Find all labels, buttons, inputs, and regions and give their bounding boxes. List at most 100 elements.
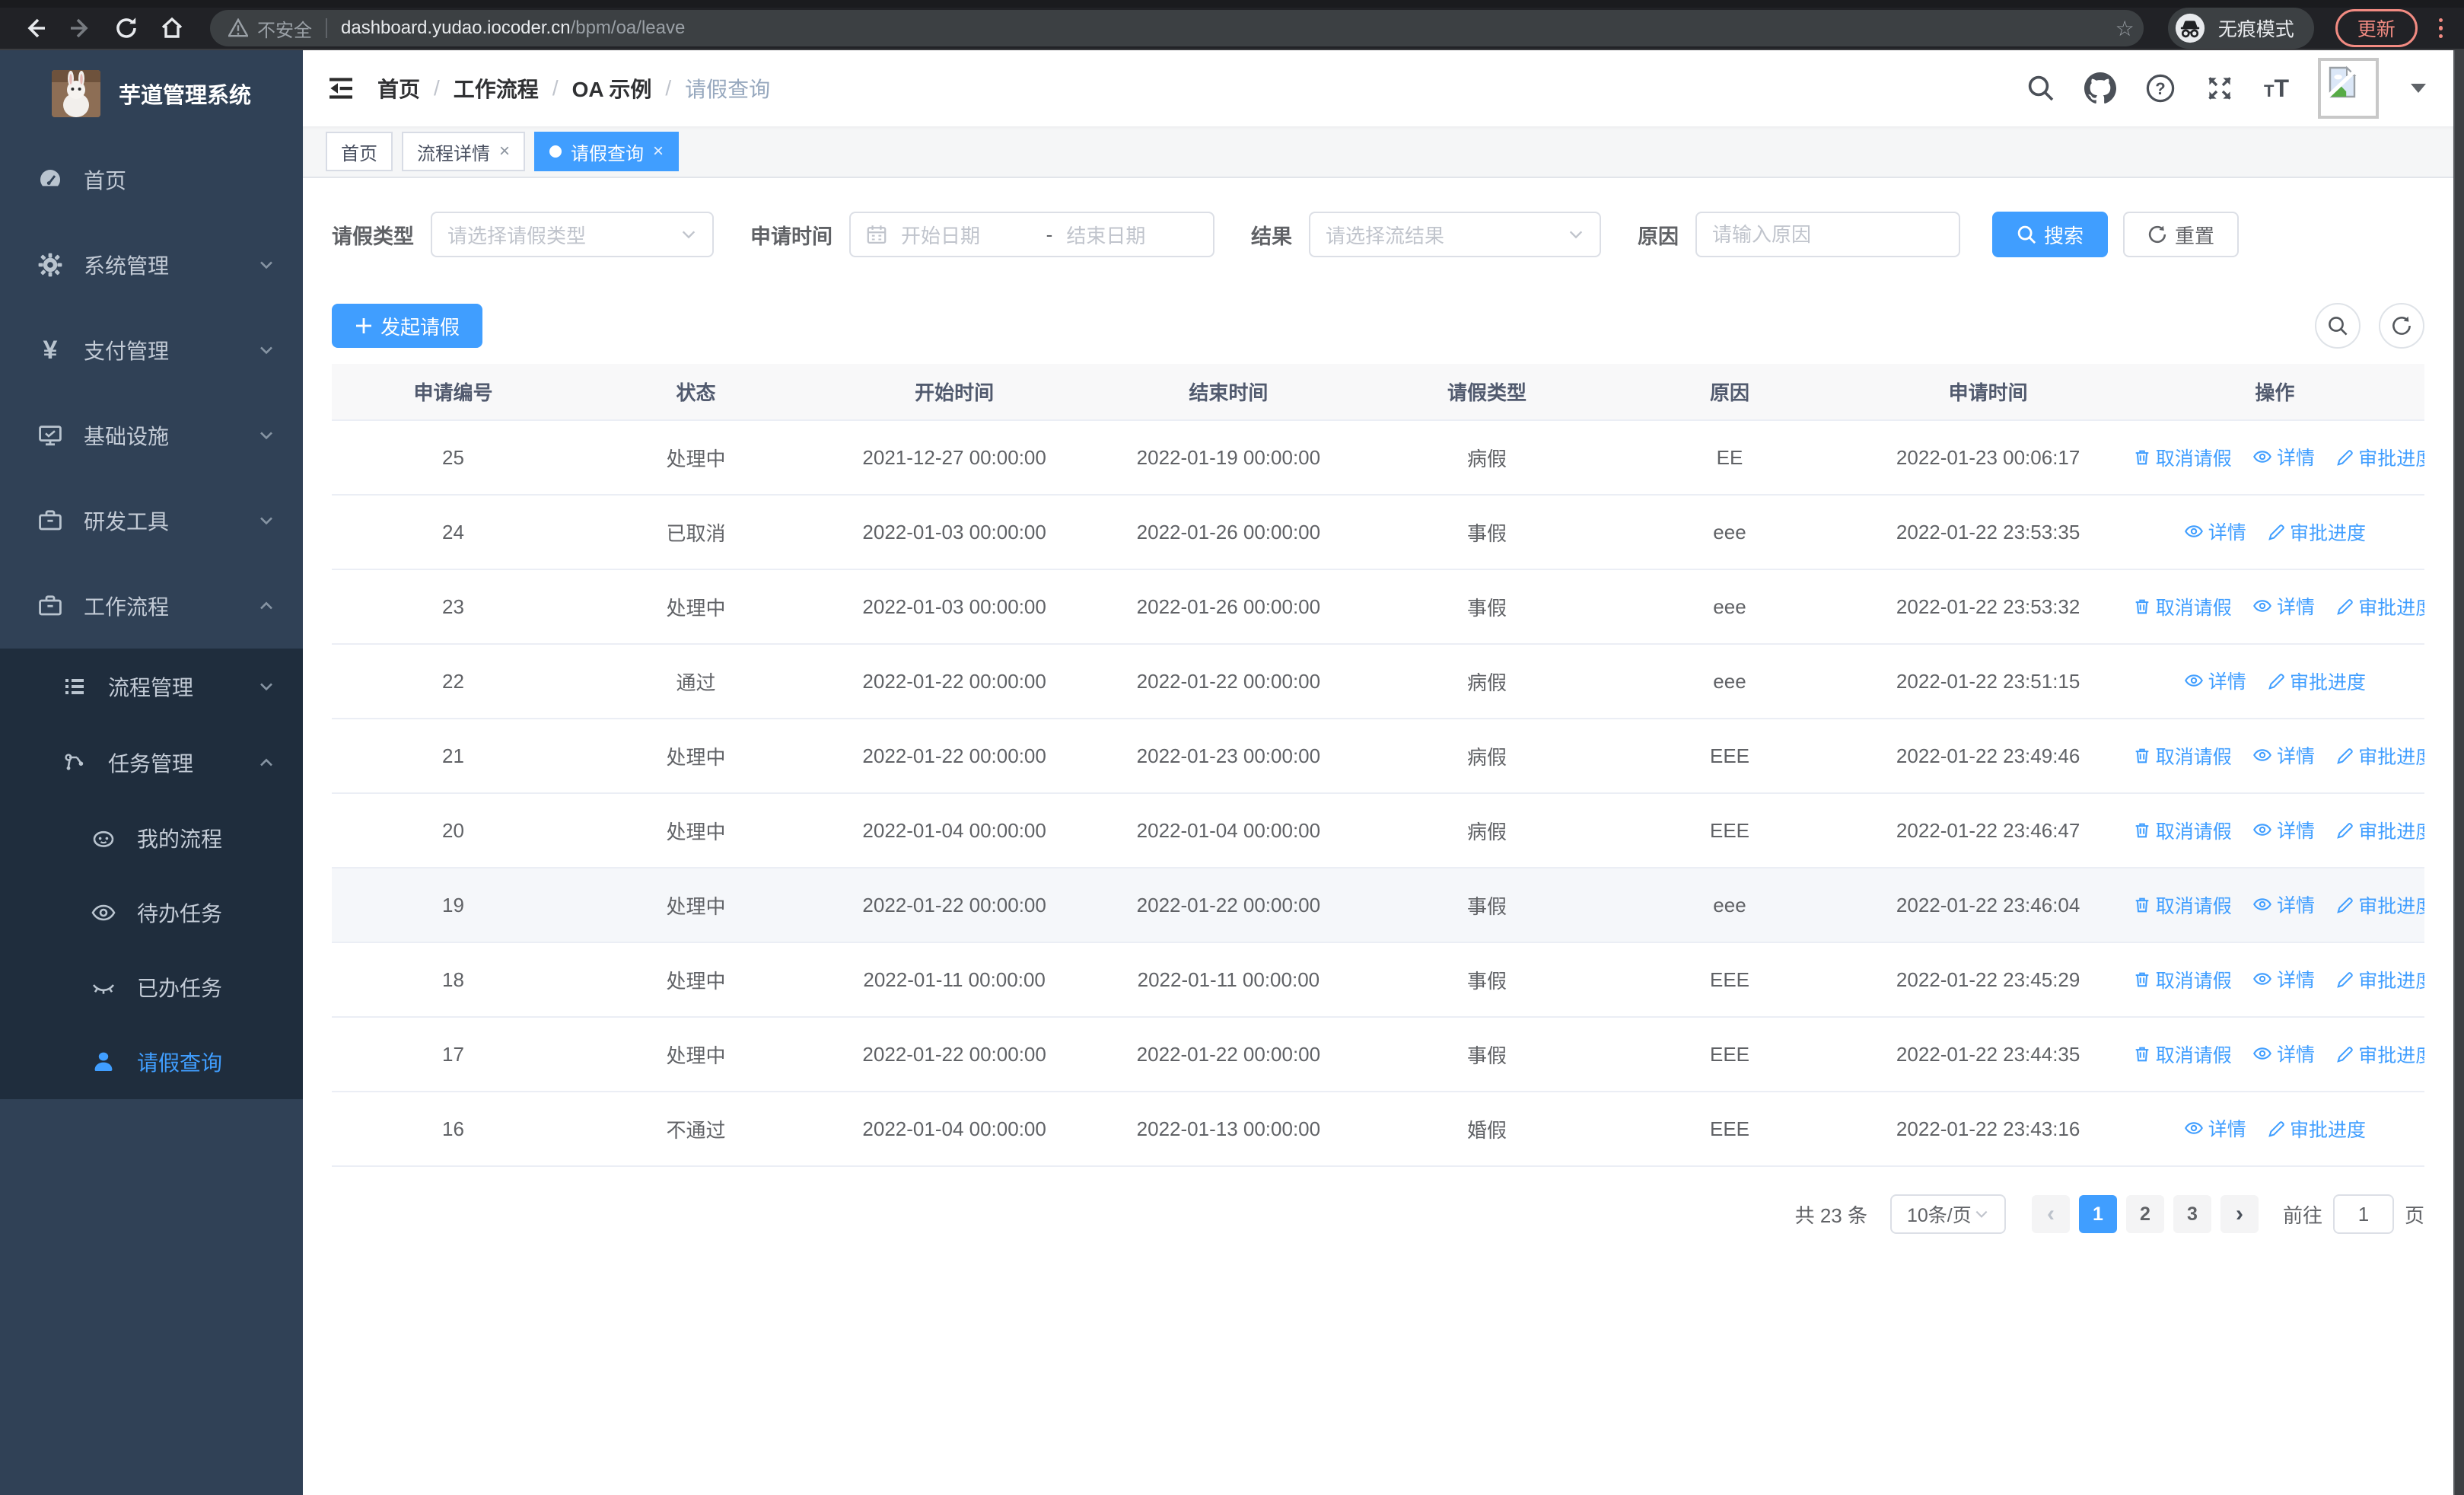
search-button[interactable]: 搜索 — [1992, 212, 2109, 257]
fullscreen-icon[interactable] — [2205, 73, 2235, 104]
sidebar-item-done-tasks[interactable]: 已办任务 — [0, 950, 303, 1025]
cancel-leave-link[interactable]: 取消请假 — [2133, 444, 2232, 471]
sidebar-item-my-process[interactable]: 我的流程 — [0, 801, 303, 875]
sidebar-item-process-mgmt[interactable]: 流程管理 — [0, 649, 303, 725]
detail-link[interactable]: 详情 — [2184, 518, 2246, 545]
address-bar[interactable]: 不安全 dashboard.yudao.iocoder.cn/bpm/oa/le… — [210, 10, 2144, 46]
table-row: 23 处理中 2022-01-03 00:00:00 2022-01-26 00:00… — [332, 569, 2424, 645]
sidebar-item-system[interactable]: 系统管理 — [0, 222, 303, 308]
search-toggle-button[interactable] — [2315, 303, 2361, 349]
reset-button[interactable]: 重置 — [2123, 212, 2240, 257]
cancel-leave-link[interactable]: 取消请假 — [2133, 817, 2232, 844]
refresh-button[interactable] — [2379, 303, 2424, 349]
approval-progress-link[interactable]: 审批进度 — [2335, 742, 2424, 770]
monitor-icon — [37, 422, 64, 449]
row-actions: 取消请假 详情 审批进度 — [2125, 569, 2424, 645]
approval-progress-link[interactable]: 审批进度 — [2335, 444, 2424, 471]
prev-page-button[interactable]: ‹ — [2031, 1195, 2070, 1233]
tab-leave-query[interactable]: 请假查询 × — [534, 132, 680, 171]
reload-icon[interactable] — [107, 8, 146, 48]
tab-process-detail[interactable]: 流程详情 × — [402, 132, 526, 171]
select-placeholder: 请选择请假类型 — [447, 224, 587, 247]
goto-page-input[interactable] — [2332, 1194, 2394, 1234]
sidebar-item-infrastructure[interactable]: 基础设施 — [0, 393, 303, 478]
sidebar-item-payment[interactable]: ¥ 支付管理 — [0, 308, 303, 393]
detail-link[interactable]: 详情 — [2252, 443, 2315, 470]
sidebar-fold-icon[interactable] — [326, 73, 356, 104]
not-secure-warning[interactable]: 不安全 — [228, 15, 312, 42]
detail-link[interactable]: 详情 — [2252, 816, 2315, 843]
sidebar-item-devtools[interactable]: 研发工具 — [0, 478, 303, 563]
total-count: 共 23 条 — [1794, 1203, 1867, 1227]
page-size-select[interactable]: 10条/页 — [1889, 1194, 2006, 1234]
sidebar-item-workflow[interactable]: 工作流程 — [0, 563, 303, 649]
breadcrumb-separator: / — [434, 76, 440, 100]
apply-time-range-picker[interactable]: 开始日期 - 结束日期 — [849, 212, 1214, 257]
page-button-1[interactable]: 1 — [2078, 1195, 2117, 1233]
cancel-leave-link[interactable]: 取消请假 — [2133, 891, 2232, 919]
forward-icon[interactable] — [61, 8, 100, 48]
result-select[interactable]: 请选择流结果 — [1309, 212, 1601, 257]
detail-link[interactable]: 详情 — [2252, 592, 2315, 620]
avatar[interactable] — [2318, 58, 2379, 119]
table-header-row: 申请编号 状态 开始时间 结束时间 请假类型 原因 申请时间 操作 — [332, 364, 2424, 421]
approval-progress-link[interactable]: 审批进度 — [2335, 1041, 2424, 1068]
approval-progress-link[interactable]: 审批进度 — [2267, 1115, 2366, 1143]
detail-link[interactable]: 详情 — [2184, 1114, 2246, 1142]
plus-icon — [356, 318, 371, 333]
eye-icon — [90, 899, 117, 926]
create-leave-button[interactable]: 发起请假 — [332, 304, 483, 348]
user-icon — [90, 1048, 117, 1076]
page-button-2[interactable]: 2 — [2125, 1195, 2164, 1233]
approval-progress-link[interactable]: 审批进度 — [2335, 966, 2424, 993]
breadcrumb-workflow[interactable]: 工作流程 — [453, 78, 539, 101]
page-scrollbar[interactable] — [2453, 50, 2464, 1495]
bookmark-star-icon[interactable]: ☆ — [2115, 16, 2135, 40]
reason-input[interactable] — [1695, 212, 1960, 257]
sidebar-item-label: 系统管理 — [84, 254, 170, 278]
sidebar-item-todo-tasks[interactable]: 待办任务 — [0, 875, 303, 950]
detail-link[interactable]: 详情 — [2252, 741, 2315, 769]
sidebar-item-task-mgmt[interactable]: 任务管理 — [0, 725, 303, 801]
page-button-3[interactable]: 3 — [2173, 1195, 2211, 1233]
approval-progress-link[interactable]: 审批进度 — [2335, 891, 2424, 919]
breadcrumb-separator: / — [665, 76, 672, 100]
update-button[interactable]: 更新 — [2335, 9, 2418, 47]
approval-progress-link[interactable]: 审批进度 — [2335, 817, 2424, 844]
github-icon[interactable] — [2084, 72, 2116, 104]
search-icon[interactable] — [2026, 74, 2055, 103]
approval-progress-link[interactable]: 审批进度 — [2267, 668, 2366, 695]
not-secure-label: 不安全 — [257, 20, 312, 41]
close-icon[interactable]: × — [499, 141, 511, 161]
leave-type-select[interactable]: 请选择请假类型 — [431, 212, 714, 257]
approval-progress-link[interactable]: 审批进度 — [2267, 518, 2366, 546]
detail-link[interactable]: 详情 — [2252, 1040, 2315, 1067]
close-icon[interactable]: × — [653, 141, 664, 161]
cancel-leave-link[interactable]: 取消请假 — [2133, 1041, 2232, 1068]
browser-menu-icon[interactable] — [2438, 18, 2443, 38]
home-icon[interactable] — [152, 8, 192, 48]
chevron-down-icon — [257, 256, 275, 274]
cancel-leave-link[interactable]: 取消请假 — [2133, 742, 2232, 770]
help-icon[interactable]: ? — [2145, 73, 2176, 104]
tabs-bar: 首页 流程详情 × 请假查询 × — [303, 126, 2453, 178]
breadcrumb: 首页 / 工作流程 / OA 示例 / 请假查询 — [377, 73, 770, 104]
cancel-leave-link[interactable]: 取消请假 — [2133, 593, 2232, 620]
breadcrumb-oa-example[interactable]: OA 示例 — [571, 78, 652, 101]
approval-progress-link[interactable]: 审批进度 — [2335, 593, 2424, 620]
sidebar-item-leave-query[interactable]: 请假查询 — [0, 1025, 303, 1099]
chevron-up-icon — [257, 754, 275, 772]
detail-link[interactable]: 详情 — [2252, 965, 2315, 993]
tab-home[interactable]: 首页 — [326, 132, 393, 171]
back-icon[interactable] — [15, 8, 55, 48]
detail-link[interactable]: 详情 — [2252, 891, 2315, 918]
row-actions: 取消请假 详情 审批进度 — [2125, 868, 2424, 943]
next-page-button[interactable]: › — [2220, 1195, 2259, 1233]
row-actions: 取消请假 详情 审批进度 — [2125, 719, 2424, 794]
cancel-leave-link[interactable]: 取消请假 — [2133, 966, 2232, 993]
breadcrumb-home[interactable]: 首页 — [377, 78, 421, 101]
avatar-caret-icon[interactable] — [2411, 84, 2426, 93]
detail-link[interactable]: 详情 — [2184, 667, 2246, 694]
sidebar-item-home[interactable]: 首页 — [0, 137, 303, 222]
